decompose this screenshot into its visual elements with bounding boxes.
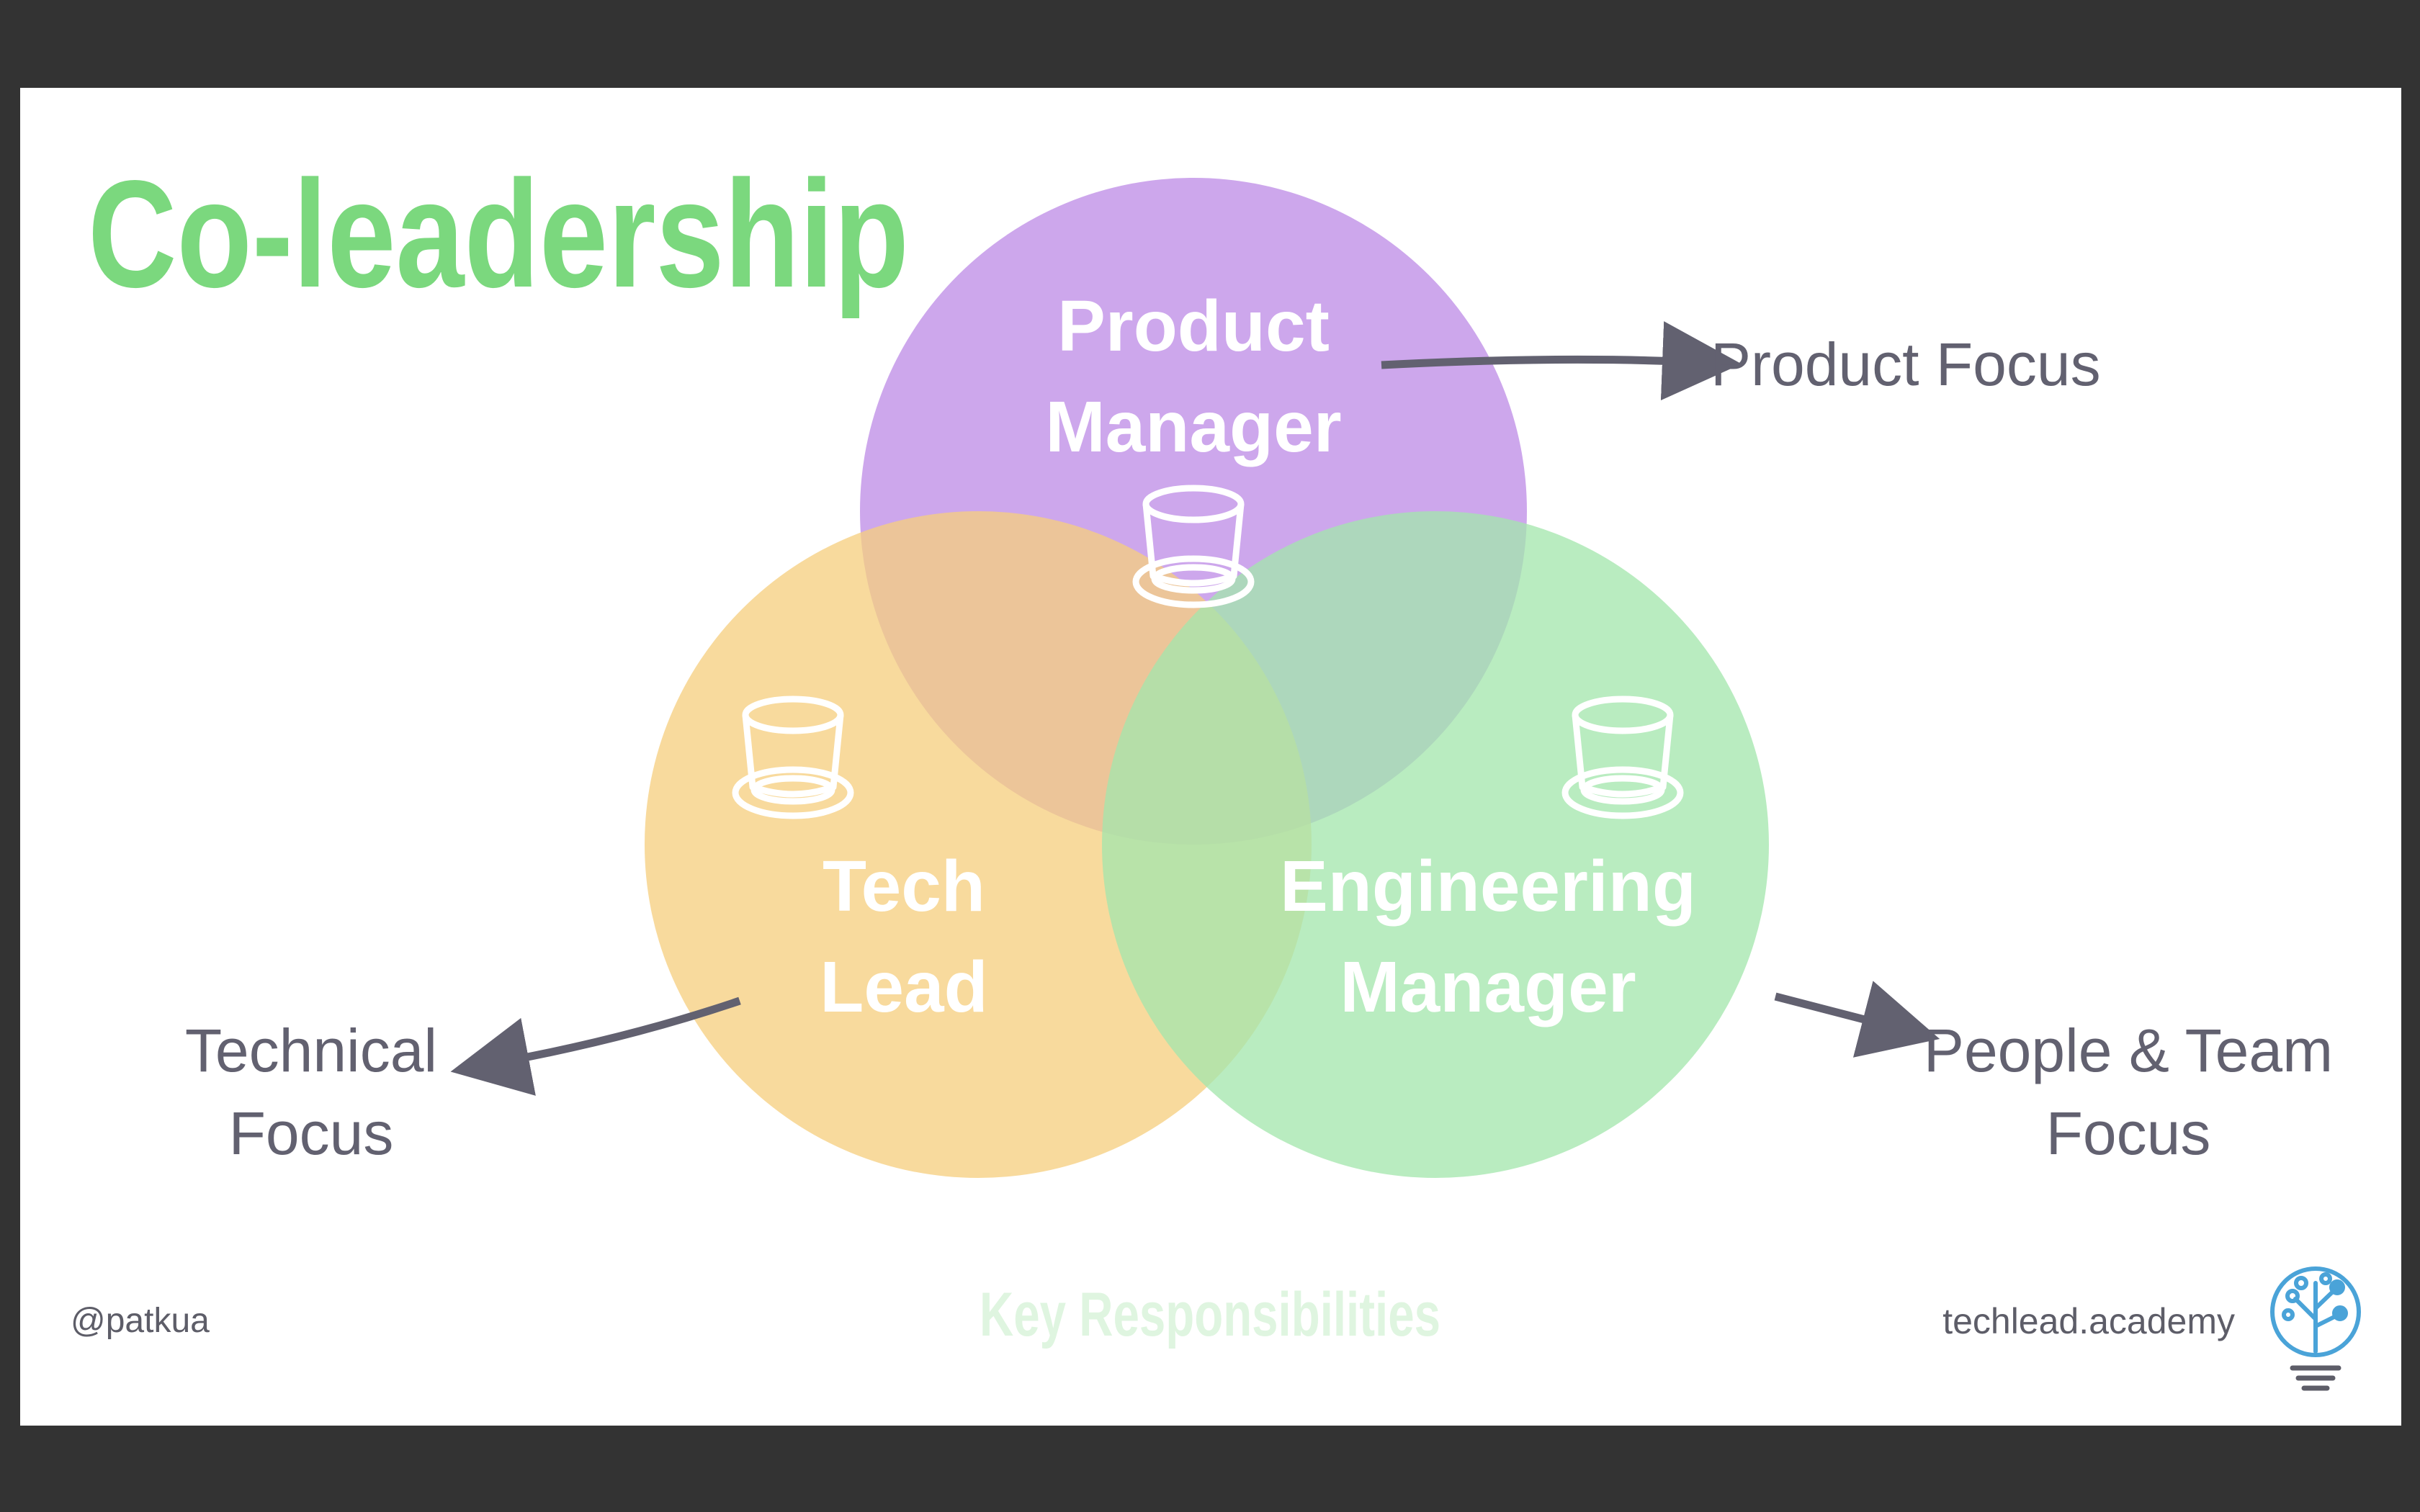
technical-focus-arrow bbox=[450, 996, 741, 1096]
technical-focus-label-line1: Technical bbox=[185, 1017, 437, 1084]
engineering-manager-label-line1: Engineering bbox=[1280, 846, 1696, 927]
hat-icon bbox=[1132, 485, 1255, 608]
tech-lead-label-line2: Lead bbox=[820, 947, 987, 1027]
engineering-manager-circle bbox=[1102, 511, 1769, 1178]
tech-lead-label-line1: Tech bbox=[823, 846, 985, 927]
product-manager-label-line2: Manager bbox=[1045, 387, 1341, 467]
logo-tree-icon bbox=[2270, 1266, 2361, 1391]
site-url: techlead.academy bbox=[1942, 1301, 2235, 1341]
engineering-manager-label-line2: Manager bbox=[1340, 947, 1636, 1027]
hat-icon bbox=[732, 696, 854, 819]
product-focus-arrow bbox=[1381, 321, 1742, 401]
hat-icon bbox=[1561, 696, 1684, 819]
tech-lead-circle bbox=[645, 511, 1312, 1178]
people-focus-label-line2: Focus bbox=[2046, 1099, 2211, 1167]
people-focus-label-line1: People & Team bbox=[1924, 1017, 2333, 1084]
slide-title: Co-leadership bbox=[88, 148, 909, 319]
author-handle: @patkua bbox=[71, 1302, 210, 1340]
subtitle: Key Responsibilities bbox=[980, 1280, 1440, 1349]
product-manager-label-line1: Product bbox=[1057, 286, 1330, 366]
product-focus-label: Product Focus bbox=[1711, 330, 2101, 398]
technical-focus-label-line2: Focus bbox=[229, 1099, 394, 1167]
people-focus-arrow bbox=[1774, 981, 1940, 1058]
